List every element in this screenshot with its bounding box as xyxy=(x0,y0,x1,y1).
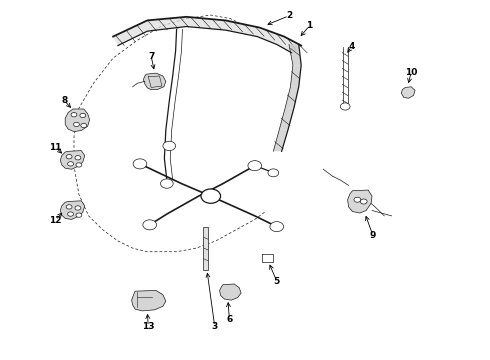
Text: 6: 6 xyxy=(226,315,232,324)
Circle shape xyxy=(163,141,175,150)
Polygon shape xyxy=(186,17,225,30)
Circle shape xyxy=(66,205,72,209)
Text: 12: 12 xyxy=(49,216,62,225)
Polygon shape xyxy=(144,73,166,90)
Text: 2: 2 xyxy=(286,11,292,20)
Circle shape xyxy=(68,212,74,216)
Circle shape xyxy=(143,220,157,230)
Circle shape xyxy=(75,206,81,210)
Polygon shape xyxy=(60,150,85,169)
Circle shape xyxy=(268,169,279,177)
Circle shape xyxy=(160,179,173,188)
Text: 3: 3 xyxy=(212,322,218,331)
Polygon shape xyxy=(147,17,186,31)
Polygon shape xyxy=(203,226,208,270)
Polygon shape xyxy=(277,37,301,53)
Circle shape xyxy=(360,199,367,204)
Polygon shape xyxy=(220,284,241,300)
Polygon shape xyxy=(273,130,288,151)
Polygon shape xyxy=(257,28,284,44)
Polygon shape xyxy=(401,87,415,98)
Circle shape xyxy=(68,162,74,166)
Polygon shape xyxy=(132,291,166,311)
Circle shape xyxy=(81,123,87,128)
Circle shape xyxy=(76,163,82,167)
Polygon shape xyxy=(279,108,294,130)
Text: 4: 4 xyxy=(348,42,355,51)
Polygon shape xyxy=(291,65,301,87)
Text: 13: 13 xyxy=(142,322,154,331)
Circle shape xyxy=(133,159,147,169)
Circle shape xyxy=(74,122,79,127)
Polygon shape xyxy=(65,109,90,132)
Text: 5: 5 xyxy=(273,276,280,285)
Text: 7: 7 xyxy=(148,52,154,61)
Polygon shape xyxy=(289,44,301,65)
Text: 8: 8 xyxy=(61,96,67,105)
Circle shape xyxy=(76,213,82,217)
Circle shape xyxy=(201,189,220,203)
Polygon shape xyxy=(60,201,85,220)
Text: 9: 9 xyxy=(370,231,376,240)
Polygon shape xyxy=(225,21,260,37)
Text: 1: 1 xyxy=(306,21,313,30)
Text: 10: 10 xyxy=(405,68,417,77)
Text: 11: 11 xyxy=(49,143,62,152)
Circle shape xyxy=(75,156,81,160)
Circle shape xyxy=(354,197,361,202)
Circle shape xyxy=(66,154,72,159)
Circle shape xyxy=(270,222,284,231)
Circle shape xyxy=(80,113,86,118)
Polygon shape xyxy=(113,21,147,45)
Circle shape xyxy=(71,113,77,117)
Polygon shape xyxy=(347,190,372,213)
Circle shape xyxy=(340,103,350,110)
Polygon shape xyxy=(285,87,299,108)
Circle shape xyxy=(248,161,262,171)
